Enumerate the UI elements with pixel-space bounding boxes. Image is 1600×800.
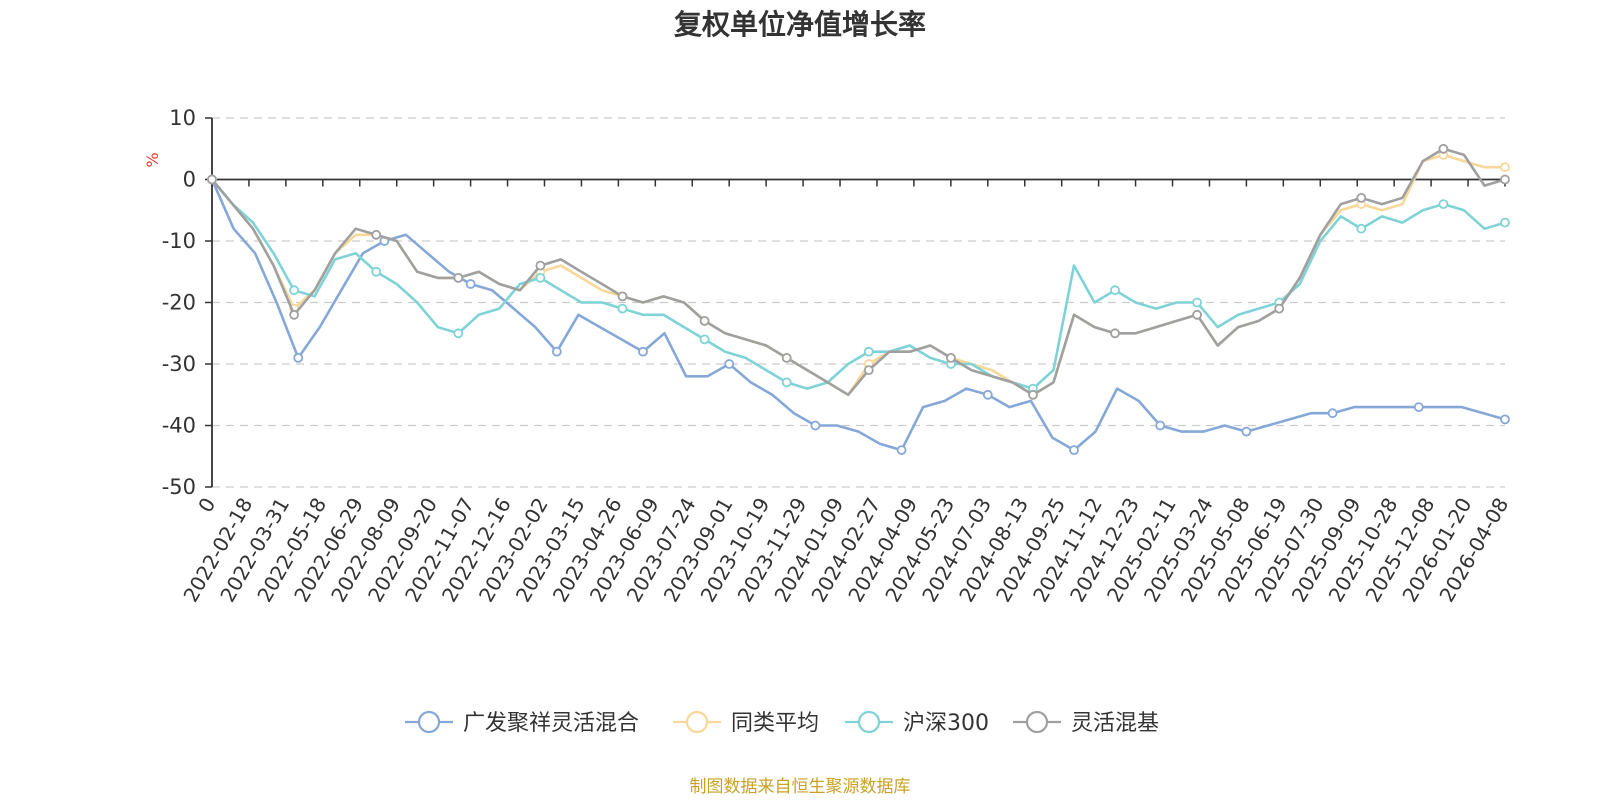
data-point xyxy=(535,260,546,271)
legend-item-3[interactable]: 灵活混基 xyxy=(1013,710,1159,736)
series-lines xyxy=(207,143,1510,456)
data-point xyxy=(1192,309,1202,320)
x-tick-labels: 02022-02-182022-03-312022-05-182022-06-2… xyxy=(178,493,1513,606)
series-line-3 xyxy=(211,147,1506,397)
data-point xyxy=(810,420,821,431)
data-point xyxy=(371,266,382,277)
legend-marker xyxy=(1025,710,1049,734)
data-point xyxy=(293,352,304,363)
data-point xyxy=(1438,143,1449,154)
y-tick-label: 0 xyxy=(183,168,196,192)
data-point xyxy=(1500,162,1510,173)
data-point xyxy=(781,352,792,363)
data-point xyxy=(946,352,956,363)
data-point xyxy=(863,365,874,376)
legend-marker xyxy=(857,710,881,734)
data-point xyxy=(207,174,217,185)
data-point xyxy=(617,303,628,314)
series-line-0 xyxy=(210,178,1506,452)
legend-label: 沪深300 xyxy=(903,711,989,736)
data-point xyxy=(724,359,735,369)
legend-label: 广发聚祥灵活混合 xyxy=(463,711,639,736)
y-tick-label: -10 xyxy=(162,229,196,253)
legend-item-0[interactable]: 广发聚祥灵活混合 xyxy=(405,710,639,736)
data-point xyxy=(1192,297,1202,308)
data-point xyxy=(465,279,476,289)
legend[interactable]: 广发聚祥灵活混合 同类平均 沪深300 灵活混基 xyxy=(405,710,1159,736)
data-point xyxy=(453,272,464,283)
data-point xyxy=(781,377,792,388)
y-tick-label: -40 xyxy=(162,414,196,438)
data-point xyxy=(699,334,710,345)
source-note: 制图数据来自恒生聚源数据库 xyxy=(690,777,911,797)
legend-marker xyxy=(417,710,441,734)
y-tick-label: -20 xyxy=(162,291,196,315)
legend-label: 同类平均 xyxy=(731,711,819,736)
data-point xyxy=(982,389,993,400)
legend-item-2[interactable]: 沪深300 xyxy=(845,710,989,736)
data-point xyxy=(896,445,907,456)
data-point xyxy=(1110,285,1120,296)
y-tick-label: -30 xyxy=(162,352,196,376)
x-tick-label: 0 xyxy=(193,494,220,517)
data-point xyxy=(1500,174,1510,185)
data-point xyxy=(1500,414,1510,425)
chart-title: 复权单位净值增长率 xyxy=(674,8,926,41)
y-tick-labels: 10 0 -10 -20 -30 -40 -50 xyxy=(162,106,196,499)
legend-marker xyxy=(685,710,709,734)
data-point xyxy=(638,346,648,357)
data-point xyxy=(1241,426,1252,437)
series-group-2 xyxy=(207,174,1510,394)
grid-lines xyxy=(212,117,1505,488)
data-point xyxy=(1500,217,1510,228)
data-point xyxy=(371,229,382,240)
legend-label: 灵活混基 xyxy=(1071,711,1159,736)
data-point xyxy=(699,315,710,326)
data-point xyxy=(535,272,546,283)
data-point xyxy=(1356,192,1367,203)
series-line-2 xyxy=(211,178,1506,390)
series-group-3 xyxy=(207,143,1510,400)
data-point xyxy=(1356,223,1367,234)
y-tick-label: -50 xyxy=(162,475,196,499)
series-group-1 xyxy=(207,149,1510,400)
data-point xyxy=(289,285,300,296)
y-axis-unit: % xyxy=(143,152,162,167)
series-group-0 xyxy=(207,174,1510,456)
data-point xyxy=(453,328,464,339)
data-point xyxy=(863,346,874,357)
data-point xyxy=(1110,328,1120,339)
data-point xyxy=(551,346,562,357)
data-point xyxy=(1155,420,1166,431)
y-tick-label: 10 xyxy=(169,106,196,130)
data-point xyxy=(1327,408,1338,419)
data-point xyxy=(1413,402,1424,413)
data-point xyxy=(617,291,628,302)
data-point xyxy=(1028,389,1038,400)
data-point xyxy=(1438,199,1449,210)
data-point xyxy=(1069,445,1079,456)
legend-item-1[interactable]: 同类平均 xyxy=(673,710,819,736)
data-point xyxy=(1274,303,1285,314)
data-point xyxy=(289,309,300,320)
